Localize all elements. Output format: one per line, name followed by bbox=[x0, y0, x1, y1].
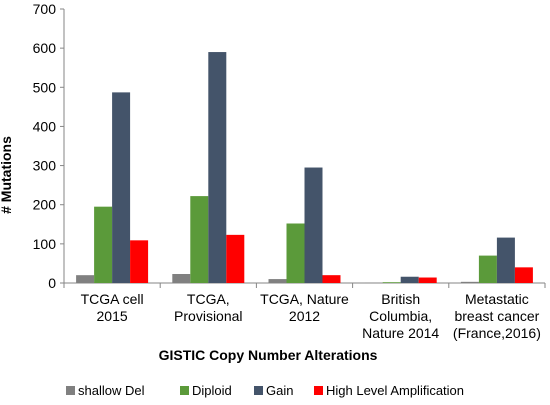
y-tick-label: 100 bbox=[33, 236, 57, 252]
bar bbox=[94, 207, 112, 283]
legend-label: Diploid bbox=[192, 383, 232, 398]
legend-swatch bbox=[254, 386, 263, 395]
y-tick-label: 700 bbox=[33, 1, 57, 17]
x-category-label-line: Metastatic bbox=[465, 291, 529, 307]
x-category-label-line: TCGA cell bbox=[81, 291, 144, 307]
legend-swatch bbox=[180, 386, 189, 395]
bars bbox=[76, 52, 533, 283]
bar bbox=[497, 238, 515, 283]
legend-swatch bbox=[66, 386, 75, 395]
x-category-label-line: (France,2016) bbox=[453, 325, 541, 341]
x-category-label-line: 2012 bbox=[289, 308, 320, 324]
x-axis-title: GISTIC Copy Number Alterations bbox=[159, 347, 378, 363]
bar bbox=[323, 275, 341, 283]
x-category-label-line: Columbia, bbox=[369, 308, 432, 324]
y-tick-label: 200 bbox=[33, 197, 57, 213]
legend: shallow Del Diploid Gain High Level Amplifi… bbox=[66, 383, 464, 398]
bar bbox=[226, 235, 244, 283]
bar bbox=[401, 277, 419, 283]
bar bbox=[461, 282, 479, 283]
y-axis: 0 100 200 300 400 500 600 700 bbox=[33, 1, 64, 291]
y-tick-label: 300 bbox=[33, 158, 57, 174]
bar bbox=[269, 279, 287, 283]
bar bbox=[419, 278, 437, 283]
bar bbox=[208, 52, 226, 283]
bar bbox=[76, 275, 94, 283]
x-category-label-line: Provisional bbox=[174, 308, 242, 324]
x-category-label-line: Nature 2014 bbox=[362, 325, 439, 341]
x-category-label-line: TCGA, Nature bbox=[260, 291, 349, 307]
x-category-label-line: 2015 bbox=[97, 308, 128, 324]
x-category-label-line: breast cancer bbox=[454, 308, 539, 324]
y-tick-label: 500 bbox=[33, 79, 57, 95]
legend-swatch bbox=[314, 386, 323, 395]
bar bbox=[515, 267, 533, 283]
bar bbox=[190, 196, 208, 283]
bar bbox=[383, 282, 401, 283]
legend-label: High Level Amplification bbox=[326, 383, 464, 398]
bar bbox=[130, 240, 148, 283]
legend-label: shallow Del bbox=[78, 383, 145, 398]
bar bbox=[287, 224, 305, 283]
bar bbox=[112, 92, 130, 283]
bar bbox=[479, 256, 497, 283]
x-category-label: TCGA,Provisional bbox=[174, 291, 242, 324]
bar bbox=[172, 274, 190, 283]
x-category-label-line: British bbox=[381, 291, 420, 307]
legend-label: Gain bbox=[266, 383, 293, 398]
y-tick-label: 600 bbox=[33, 40, 57, 56]
y-tick-label: 400 bbox=[33, 118, 57, 134]
x-category-label-line: TCGA, bbox=[187, 291, 230, 307]
y-axis-title: # Mutations bbox=[0, 136, 14, 214]
bar bbox=[305, 168, 323, 283]
y-tick-label: 0 bbox=[48, 275, 56, 291]
